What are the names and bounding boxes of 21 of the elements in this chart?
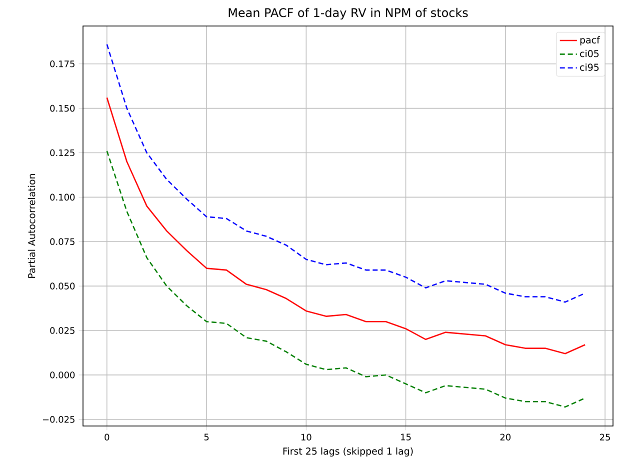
y-tick-label: −0.025 xyxy=(43,416,74,423)
y-tick-label: 0.025 xyxy=(50,327,74,334)
legend-label: ci05 xyxy=(580,50,599,58)
legend-label: pacf xyxy=(580,36,600,46)
x-tick-label: 25 xyxy=(600,434,610,441)
x-tick-label: 15 xyxy=(401,434,411,440)
y-tick-label: 0.100 xyxy=(50,194,75,201)
y-tick-label: 0.175 xyxy=(50,60,74,68)
x-tick-label: 20 xyxy=(500,434,511,441)
y-tick-label: 0.000 xyxy=(50,372,75,378)
x-axis-title: First 25 lags (skipped 1 lag) xyxy=(283,447,413,457)
x-tick-label: 10 xyxy=(301,434,312,441)
y-tick-label: 0.075 xyxy=(50,238,74,246)
legend-label: ci95 xyxy=(580,64,599,71)
x-tick-label: 5 xyxy=(204,434,209,440)
y-tick-label: 0.150 xyxy=(50,104,75,112)
y-axis-title: Partial Autocorrelation xyxy=(28,174,36,278)
x-tick-label: 0 xyxy=(104,434,110,441)
y-tick-label: 0.050 xyxy=(50,282,75,290)
y-tick-label: 0.125 xyxy=(50,149,74,156)
chart-title: Mean PACF of 1-day RV in NPM of stocks xyxy=(228,8,468,20)
